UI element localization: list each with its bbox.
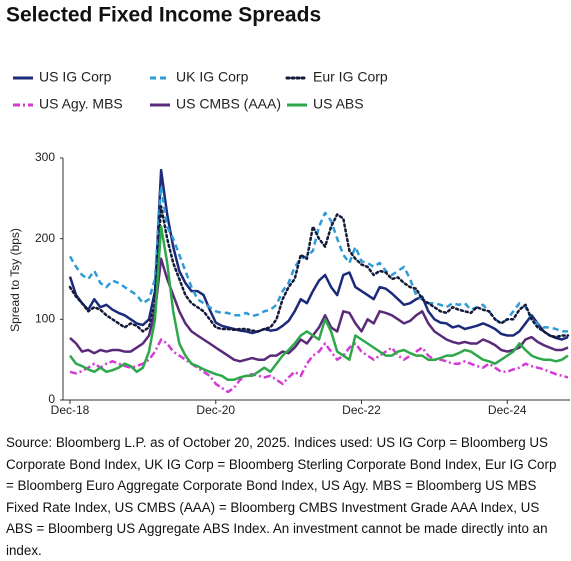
source-note: Source: Bloomberg L.P. as of October 20,… [6,435,557,558]
legend-label: US IG Corp [39,69,112,85]
legend-label: UK IG Corp [176,69,249,85]
y-tick-label: 100 [35,312,55,326]
x-tick-label: Dec-20 [196,403,235,417]
y-tick-label: 300 [35,150,55,164]
legend-label: Eur IG Corp [313,69,388,85]
series-line [69,225,569,382]
series-line [69,257,569,363]
legend-label: US CMBS (AAA) [176,96,281,112]
x-tick-label: Dec-24 [488,403,527,417]
legend-label: US Agy. MBS [39,96,123,112]
series-line [68,168,569,341]
y-axis-label: Spread to Tsy (bps) [8,228,22,332]
x-tick-label: Dec-22 [342,403,381,417]
series-line [68,184,568,333]
y-tick-label: 200 [35,231,55,245]
y-tick-label: 0 [48,392,55,406]
x-tick-label: Dec-18 [51,403,90,417]
series-line [68,205,570,339]
chart: Selected Fixed Income Spreads Spread to … [6,4,570,417]
series-line [69,338,569,394]
chart-title: Selected Fixed Income Spreads [6,4,321,27]
legend-label: US ABS [313,96,364,112]
